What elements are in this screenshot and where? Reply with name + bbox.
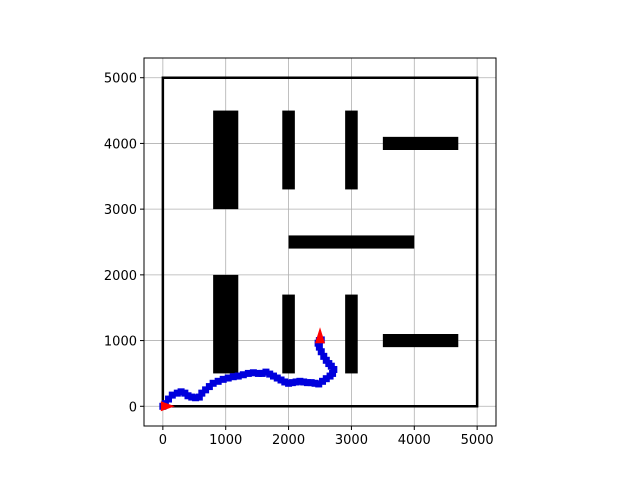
path-point-48 [320, 352, 328, 360]
path-point-30 [281, 378, 289, 386]
path-point-38 [311, 379, 319, 387]
y-tick-label-0: 0 [129, 400, 137, 415]
y-tick-label-2: 2000 [104, 269, 137, 284]
marker-layer [160, 327, 325, 412]
path-point-2 [165, 395, 173, 403]
obstacle-4 [288, 235, 415, 249]
x-tick-label-0: 0 [159, 433, 167, 448]
path-point-47 [322, 356, 330, 364]
y-tick-label-3: 3000 [104, 203, 137, 218]
path-point-23 [254, 369, 262, 377]
path-point-35 [300, 378, 308, 386]
path-point-16 [219, 375, 227, 383]
map-boundary [161, 76, 479, 408]
x-tick-label-3: 3000 [335, 433, 368, 448]
obstacle-5 [213, 274, 239, 374]
x-tick-label-5: 5000 [461, 433, 494, 448]
goal-marker [315, 327, 325, 344]
obstacle-0 [213, 110, 239, 210]
path-point-36 [303, 379, 311, 387]
tick-layer: 0 1000 2000 3000 4000 5000 0 1000 2000 3000 4000 50… [104, 72, 494, 448]
boundary-layer [161, 76, 479, 408]
path-point-20 [239, 371, 247, 379]
path-point-37 [307, 379, 315, 387]
path-point-21 [244, 369, 252, 377]
y-tick-label-5: 5000 [104, 72, 137, 87]
path-point-4 [173, 389, 181, 397]
path-point-13 [205, 383, 213, 391]
path-point-26 [266, 370, 274, 378]
path-point-5 [177, 388, 185, 396]
path-point-33 [292, 378, 300, 386]
path-point-10 [195, 393, 203, 401]
path-point-7 [184, 392, 192, 400]
obstacle-layer [213, 110, 459, 374]
path-point-29 [277, 376, 285, 384]
obstacle-3 [382, 136, 459, 150]
path-point-25 [262, 368, 270, 376]
path-point-31 [285, 379, 293, 387]
obstacle-1 [282, 110, 295, 190]
obstacle-7 [345, 294, 358, 374]
obstacle-8 [382, 334, 459, 348]
path-point-11 [198, 389, 206, 397]
path-point-12 [202, 386, 210, 394]
path-point-9 [192, 394, 200, 402]
path-point-40 [319, 377, 327, 385]
x-tick-label-1: 1000 [209, 433, 242, 448]
x-tick-label-2: 2000 [272, 433, 305, 448]
path-point-17 [224, 374, 232, 382]
path-point-14 [209, 379, 217, 387]
path-point-24 [258, 369, 266, 377]
path-point-22 [249, 369, 257, 377]
y-tick-label-1: 1000 [104, 335, 137, 350]
path-point-34 [296, 377, 304, 385]
path-point-43 [329, 369, 337, 377]
path-point-19 [234, 372, 242, 380]
path-point-39 [315, 380, 323, 388]
path-point-28 [273, 374, 281, 382]
path-point-18 [229, 373, 237, 381]
start-marker [160, 401, 175, 412]
path-point-41 [322, 375, 330, 383]
path-point-50 [315, 343, 323, 351]
x-tick-label-4: 4000 [398, 433, 431, 448]
obstacle-6 [282, 294, 295, 374]
path-point-3 [168, 391, 176, 399]
y-tick-label-4: 4000 [104, 137, 137, 152]
path-point-49 [317, 348, 325, 356]
path-point-32 [288, 379, 296, 387]
plot-border [143, 57, 497, 427]
path-point-27 [269, 372, 277, 380]
path-layer [159, 336, 338, 410]
path-point-8 [188, 393, 196, 401]
obstacle-2 [345, 110, 358, 190]
path-point-15 [214, 377, 222, 385]
